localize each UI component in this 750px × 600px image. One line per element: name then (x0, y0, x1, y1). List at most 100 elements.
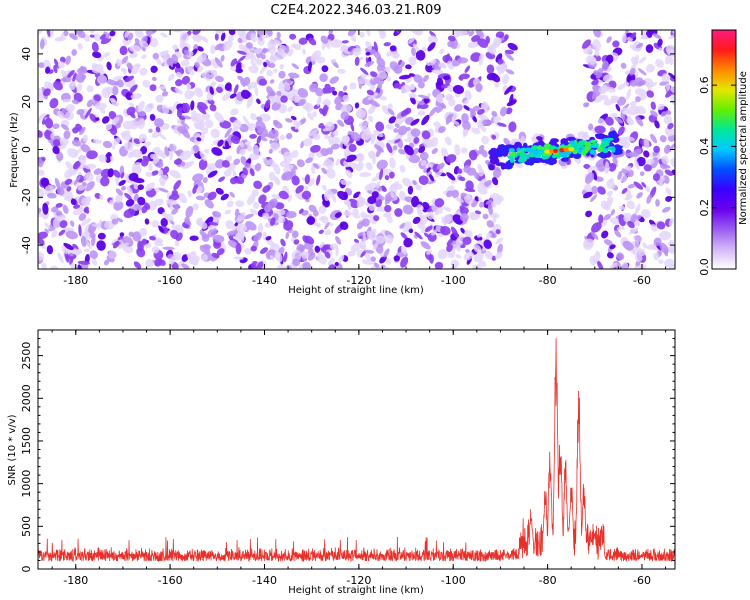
noise-blob (490, 201, 497, 208)
noise-blob (482, 213, 489, 220)
noise-blob (353, 238, 360, 244)
noise-blob (594, 125, 606, 134)
noise-blob (582, 191, 593, 199)
noise-blob (274, 52, 283, 61)
noise-blob (426, 93, 431, 98)
noise-blob (640, 80, 646, 85)
noise-blob (145, 182, 155, 192)
noise-blob (312, 163, 320, 169)
noise-blob (248, 65, 258, 74)
noise-blob (612, 40, 620, 48)
noise-blob (126, 62, 133, 70)
signal-blob (488, 164, 495, 171)
noise-blob (372, 242, 379, 251)
noise-blob (368, 115, 374, 123)
noise-blob (104, 220, 115, 230)
noise-blob (319, 241, 325, 249)
noise-blob (604, 116, 614, 126)
noise-blob (303, 137, 313, 147)
noise-blob (506, 99, 517, 107)
noise-blob (175, 232, 183, 242)
noise-blob (330, 39, 343, 48)
noise-blob (312, 111, 318, 117)
noise-blob (643, 164, 652, 172)
noise-blob (121, 55, 129, 64)
noise-blob (47, 192, 57, 199)
noise-blob (192, 30, 201, 35)
noise-blob (290, 126, 299, 133)
signal-peak-blob (544, 149, 552, 154)
noise-blob (283, 220, 294, 231)
noise-blob (631, 148, 642, 158)
noise-blob (287, 106, 293, 113)
noise-blob (350, 162, 358, 170)
noise-blob (257, 223, 263, 235)
noise-blob (482, 119, 492, 126)
noise-blob (636, 192, 643, 199)
noise-blob (227, 240, 239, 248)
noise-blob (105, 123, 113, 131)
bottom-y-tick-label: 1500 (20, 427, 33, 455)
noise-blob (252, 201, 260, 209)
noise-blob (462, 120, 471, 131)
noise-blob (646, 159, 655, 165)
noise-blob (112, 240, 120, 249)
noise-blob (58, 229, 66, 236)
noise-blob (614, 116, 624, 124)
noise-blob (224, 209, 231, 215)
noise-blob (130, 93, 142, 100)
noise-blob (446, 244, 453, 253)
noise-blob (418, 146, 426, 154)
noise-blob (86, 150, 98, 160)
noise-blob (129, 84, 138, 94)
noise-blob (421, 201, 430, 210)
noise-blob (112, 75, 124, 81)
noise-blob (386, 142, 393, 154)
noise-blob (273, 177, 280, 186)
noise-blob (131, 149, 143, 158)
noise-blob (670, 94, 675, 106)
noise-blob (372, 49, 382, 60)
noise-blob (450, 226, 459, 238)
noise-blob (193, 113, 202, 122)
noise-blob (99, 194, 104, 201)
noise-blob (181, 75, 191, 85)
noise-blob (400, 232, 408, 240)
noise-blob (151, 246, 160, 254)
noise-blob (277, 215, 286, 224)
noise-blob (137, 196, 146, 206)
noise-blob (155, 126, 161, 133)
noise-blob (339, 221, 349, 231)
bottom-y-tick-label: 500 (20, 516, 33, 537)
noise-blob (459, 212, 469, 222)
noise-blob (494, 82, 500, 88)
signal-blob (511, 151, 516, 158)
noise-blob (38, 188, 45, 200)
signal-blob (500, 164, 506, 170)
noise-blob (621, 107, 630, 115)
noise-blob (253, 47, 263, 55)
signal-blob (508, 148, 515, 152)
noise-blob (661, 206, 671, 213)
noise-blob (445, 154, 457, 164)
noise-blob (658, 182, 663, 187)
noise-blob (485, 199, 493, 205)
noise-blob (497, 243, 503, 255)
noise-blob (635, 96, 641, 103)
noise-blob (201, 112, 211, 121)
noise-blob (214, 33, 219, 41)
noise-blob (434, 198, 445, 208)
noise-blob (291, 230, 299, 239)
noise-blob (634, 88, 647, 97)
signal-peak-blob (553, 148, 558, 154)
noise-blob (324, 158, 334, 169)
noise-blob (230, 108, 239, 116)
noise-blob (268, 129, 279, 139)
noise-blob (65, 230, 78, 240)
noise-blob (634, 159, 640, 171)
noise-blob (249, 208, 260, 215)
noise-blob (254, 58, 263, 66)
noise-blob (293, 239, 300, 245)
noise-blob (659, 135, 667, 143)
noise-blob (628, 227, 639, 235)
